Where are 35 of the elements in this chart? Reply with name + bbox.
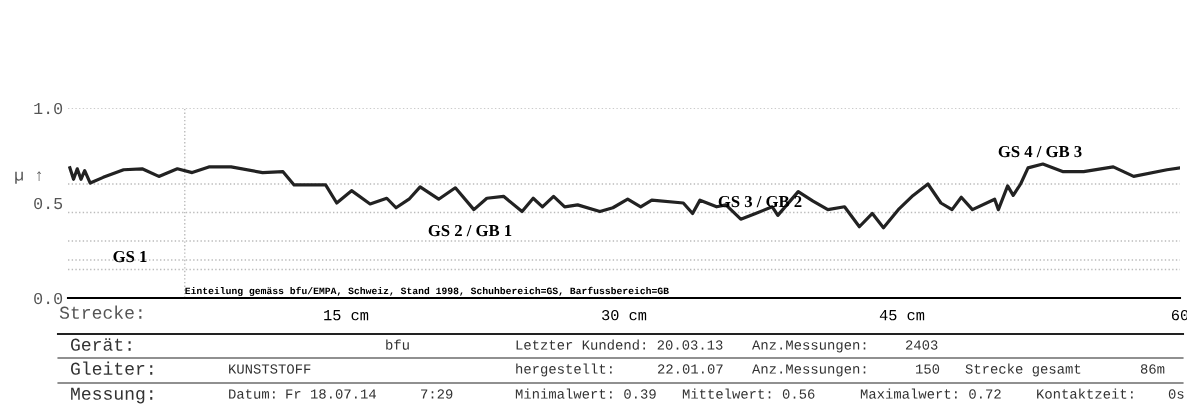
- annotation: GS 2 / GB 1: [428, 224, 512, 237]
- y-tick-label: 0.5: [34, 197, 63, 210]
- text: Maximalwert: 0.72: [860, 388, 1001, 399]
- text: Anz.Messungen:: [752, 364, 866, 377]
- text: 0s: [1168, 389, 1184, 399]
- text: Mittelwert: 0.56: [682, 388, 815, 399]
- text: hergestellt:: [516, 363, 612, 377]
- text: Fr 18.07.14: [286, 389, 376, 399]
- annotation: GS 4 / GB 3: [998, 145, 1082, 158]
- y-tick-label: 0.0: [34, 292, 63, 305]
- annotation: GS 1: [113, 250, 147, 263]
- text: Gleiter:: [71, 361, 153, 375]
- x-axis-title: Strecke:: [59, 305, 142, 319]
- text: Anz.Messungen:: [752, 340, 866, 353]
- y-tick-label: 1.0: [34, 102, 63, 115]
- text: Datum:: [229, 389, 275, 399]
- text: 150: [916, 364, 940, 374]
- text: 2403: [905, 340, 938, 350]
- text: Kontaktzeit:: [1037, 388, 1133, 399]
- text: Letzter Kundend: 20.03.13: [516, 339, 723, 350]
- text: Minimalwert: 0.39: [515, 388, 656, 399]
- text: 86m: [1140, 364, 1165, 374]
- text: Strecke gesamt: [965, 363, 1081, 377]
- x-tick-label: 45 cm: [879, 310, 925, 321]
- text: KUNSTSTOFF: [229, 364, 311, 374]
- y-axis-title: µ ↑: [15, 171, 42, 184]
- x-tick-label: 30 cm: [602, 309, 647, 321]
- text: bfu: [386, 339, 409, 350]
- annotation: GS 3 / GB 2: [718, 195, 802, 208]
- x-tick-label: 15 cm: [324, 310, 369, 321]
- annotation: Einteilung gemäss bfu/EMPA, Schweiz, Stand 1998, Schuhbereich=GS, Barfussbereich=GB: [185, 286, 669, 297]
- text: Gerät:: [71, 338, 131, 351]
- text: Messung:: [71, 387, 153, 404]
- text: 7:29: [421, 389, 453, 399]
- text: 22.01.07: [657, 364, 723, 374]
